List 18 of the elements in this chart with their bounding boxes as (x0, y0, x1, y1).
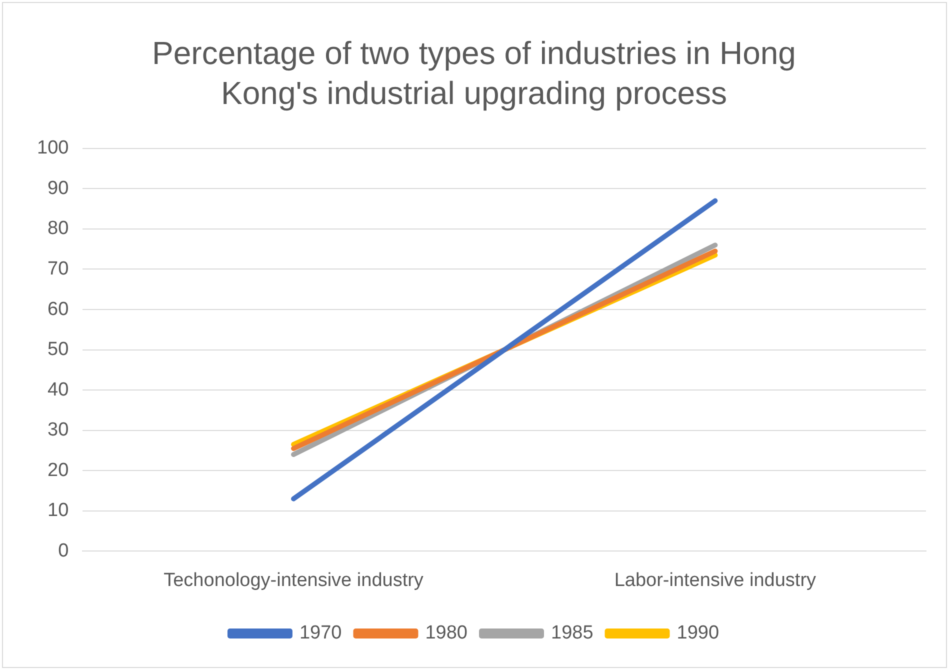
y-tick-label: 100 (37, 138, 69, 159)
x-tick-label: Labor-intensive industry (614, 570, 817, 591)
y-tick-label: 0 (58, 540, 69, 562)
legend-label: 1970 (299, 622, 342, 644)
y-tick-label: 30 (48, 420, 69, 441)
legend-label: 1985 (551, 622, 594, 644)
y-tick-label: 80 (48, 218, 69, 240)
y-tick-label: 40 (48, 379, 69, 400)
y-tick-label: 90 (48, 178, 69, 199)
y-tick-label: 70 (48, 258, 69, 280)
y-tick-label: 20 (48, 460, 69, 481)
chart-title: Percentage of two types of industries in Hong Kong's industrial upgrading process (151, 34, 797, 113)
y-tick-label: 10 (48, 500, 69, 522)
legend-label: 1990 (676, 622, 720, 644)
y-tick-label: 50 (48, 339, 69, 360)
x-tick-label: Techonology-intensive industry (164, 570, 424, 591)
y-tick-label: 60 (48, 298, 69, 320)
legend-label: 1980 (425, 622, 468, 644)
